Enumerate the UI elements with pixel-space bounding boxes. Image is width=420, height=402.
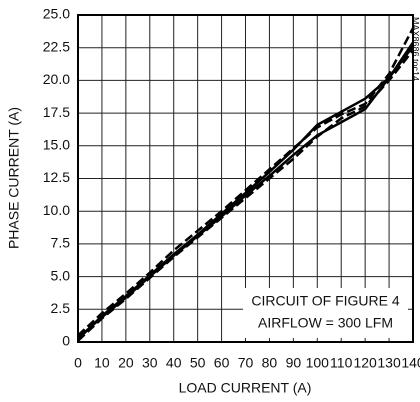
x-tick-label: 110 (330, 355, 353, 371)
y-tick-label: 2.5 (51, 300, 71, 316)
x-tick-label: 40 (166, 355, 182, 371)
side-note: MAX8686 toc14 (411, 17, 420, 81)
plot-frame (77, 14, 414, 343)
y-tick-label: 25.0 (43, 6, 70, 22)
y-tick-label: 7.5 (51, 235, 71, 251)
x-tick-label: 90 (286, 355, 302, 371)
x-tick-label: 0 (74, 355, 82, 371)
x-tick-label: 20 (118, 355, 134, 371)
annotation: AIRFLOW = 300 LFM (258, 315, 393, 331)
y-tick-label: 22.5 (43, 38, 70, 54)
annotation-box (243, 288, 408, 338)
y-tick-label: 0 (62, 333, 70, 349)
line (77, 41, 415, 341)
x-tick-label: 10 (94, 355, 110, 371)
x-tick-label: 60 (214, 355, 230, 371)
annotation: CIRCUIT OF FIGURE 4 (251, 293, 400, 309)
y-tick-label: 17.5 (43, 104, 70, 120)
y-tick-label: 12.5 (43, 169, 70, 185)
y-tick-label: 5.0 (51, 267, 71, 283)
x-axis-title: LOAD CURRENT (A) (179, 380, 312, 396)
y-tick-label: 10.0 (43, 202, 70, 218)
y-axis-title: PHASE CURRENT (A) (6, 107, 22, 249)
x-tick-label: 100 (306, 355, 330, 371)
line (77, 27, 415, 337)
y-tick-label: 20.0 (43, 71, 70, 87)
x-tick-label: 140 (401, 355, 420, 371)
x-tick-label: 80 (262, 355, 278, 371)
x-tick-label: 50 (190, 355, 206, 371)
x-tick-label: 30 (142, 355, 158, 371)
x-tick-label: 130 (377, 355, 401, 371)
x-tick-label: 70 (238, 355, 254, 371)
y-tick-label: 15.0 (43, 137, 70, 153)
x-tick-label: 120 (353, 355, 377, 371)
